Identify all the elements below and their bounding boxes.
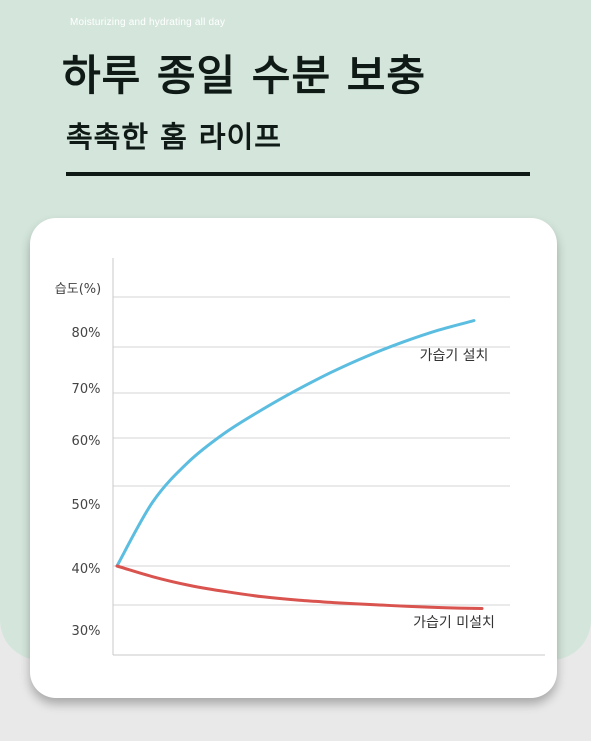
y-tick-label: 70% [72,382,101,397]
y-tick-label: 50% [72,498,101,513]
y-tick-label: 30% [72,624,101,639]
series-line-with-humidifier [115,319,476,568]
y-axis-label: 습도(%) [55,282,101,297]
headline-underline [66,172,530,176]
headline-line-2: 촉촉한 홈 라이프 [66,120,282,154]
y-tick-label: 60% [72,434,101,449]
header-subtitle: Moisturizing and hydrating all day [70,17,226,28]
series-line-without-humidifier [115,564,484,610]
chart-card [30,218,557,698]
headline-line-1: 하루 종일 수분 보충 [62,51,426,100]
series-label-without-humidifier: 가습기 미설치 [413,615,495,631]
y-tick-label: 80% [72,326,101,341]
y-tick-label: 40% [72,562,101,577]
series-label-with-humidifier: 가습기 설치 [420,348,489,364]
